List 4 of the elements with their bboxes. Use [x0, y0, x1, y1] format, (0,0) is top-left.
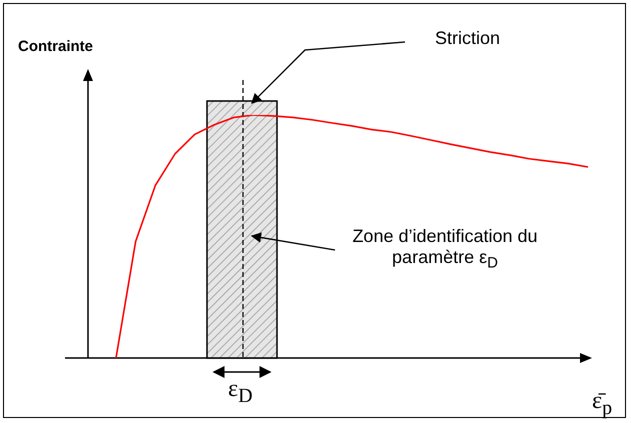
text: Striction: [435, 28, 500, 49]
annotation: Zone d’identification du paramètre ε$_{D}$: [351, 226, 539, 272]
text: ε$_{D}$: [228, 376, 253, 408]
y-axis-title: Contrainte: [18, 38, 93, 55]
